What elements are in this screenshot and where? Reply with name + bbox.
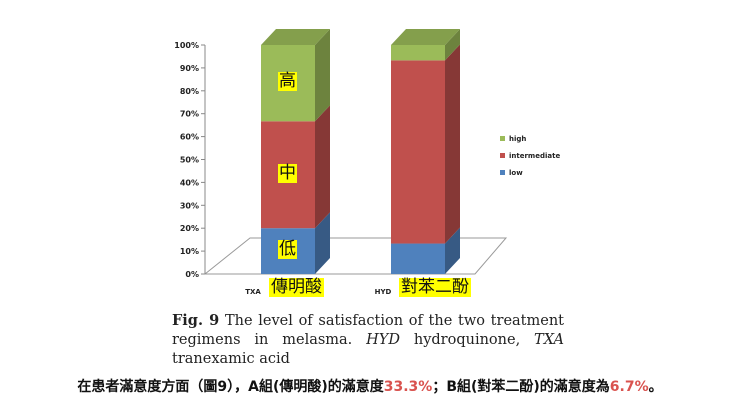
y-tick-label: 30% [180, 201, 199, 210]
bar-hyd-low-side [445, 227, 460, 274]
caption-fig-label: Fig. 9 [172, 312, 220, 329]
legend-label-high: high [509, 135, 526, 143]
bar-txa-intermediate-side [315, 105, 330, 229]
chart-floor [203, 237, 508, 275]
summary-pct-a: 33.3% [383, 379, 433, 395]
y-tick-label: 70% [180, 110, 199, 119]
summary-part-2: ；B組(對苯二酚)的滿意度為 [432, 379, 610, 395]
caption-abbr-hyd: HYD [366, 332, 400, 348]
bar-txa-high-side [315, 29, 330, 122]
y-tick-label: 90% [180, 64, 199, 73]
category-annotation-hyd: 對苯二酚 [399, 277, 471, 297]
y-tick-label: 40% [180, 178, 199, 187]
legend-swatch-low [500, 170, 505, 175]
bar-hyd-high-side [445, 29, 460, 61]
bar-hyd-top [391, 29, 460, 45]
legend-label-low: low [509, 169, 523, 177]
caption-abbr-txa: TXA [534, 332, 564, 348]
y-tick-label: 50% [180, 156, 199, 165]
figure-caption: Fig. 9 The level of satisfaction of the … [172, 311, 564, 369]
segment-annotation-high: 高 [278, 71, 297, 92]
category-annotation-txa: 傳明酸 [269, 277, 324, 297]
legend-swatch-intermediate [500, 153, 505, 158]
caption-text-3: tranexamic acid [172, 351, 290, 367]
bar-hyd-low-front [391, 243, 445, 274]
bar-hyd-intermediate-side [445, 44, 460, 244]
caption-text-2: hydroquinone, [400, 332, 535, 348]
segment-annotation-intermediate: 中 [278, 162, 297, 183]
summary-part-3: 。 [648, 379, 663, 395]
summary-text: 在患者滿意度方面（圖9），A組(傳明酸)的滿意度33.3%；B組(對苯二酚)的滿… [0, 376, 740, 396]
bar-txa-top [261, 29, 330, 45]
y-tick-label: 0% [185, 270, 199, 279]
stacked-bar-chart: 0% 10% 20% 30% 40% 50% 60% 70% 80% 90% 100% high in… [174, 29, 560, 296]
y-tick-label: 60% [180, 133, 199, 142]
y-tick-label: 100% [174, 41, 199, 50]
legend-swatch-high [500, 136, 505, 141]
y-tick-label: 10% [180, 247, 199, 256]
caption-text: The level of satisfaction of the two tre… [172, 313, 564, 348]
bar-hyd-intermediate-front [391, 60, 445, 244]
y-tick-label: 80% [180, 87, 199, 96]
legend-label-intermediate: intermediate [509, 152, 560, 160]
bar-txa-low-side [315, 212, 330, 274]
summary-pct-b: 6.7% [609, 379, 649, 395]
category-label-hyd: HYD [375, 288, 392, 296]
segment-annotation-low: 低 [278, 239, 297, 260]
category-label-txa: TXA [245, 288, 261, 296]
bar-hyd-high-front [391, 45, 445, 61]
summary-part-1: 在患者滿意度方面（圖9），A組(傳明酸)的滿意度 [77, 379, 384, 395]
y-tick-label: 20% [180, 224, 199, 233]
